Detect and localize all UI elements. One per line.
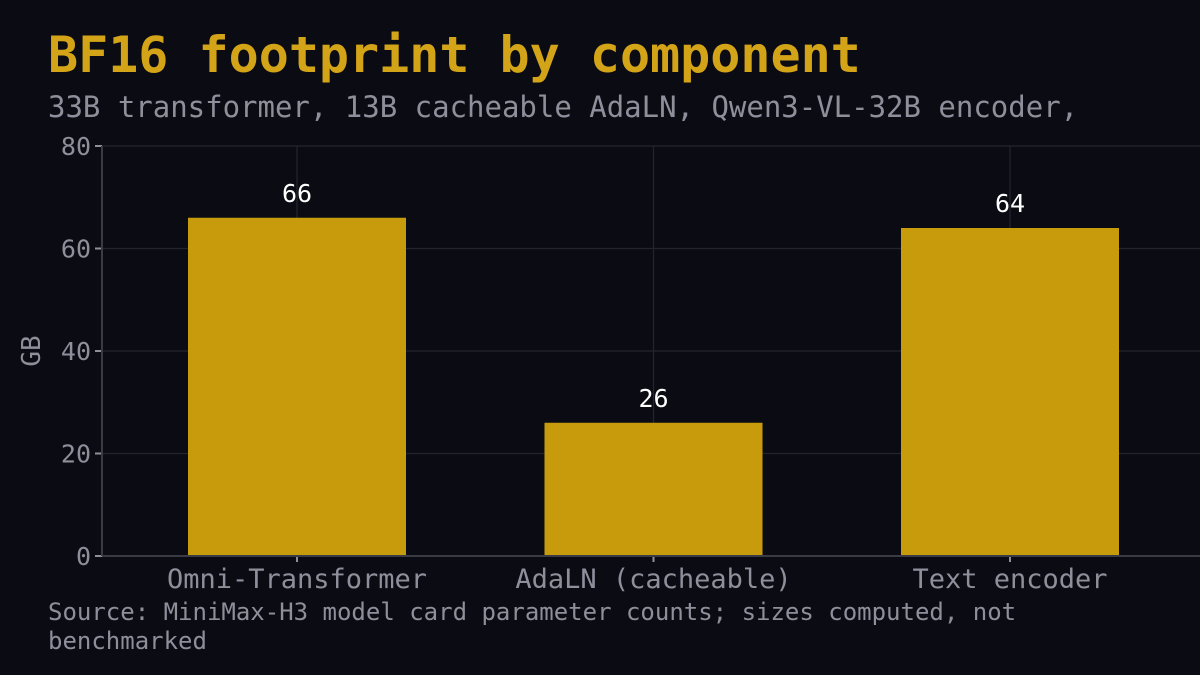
bars <box>188 217 1119 556</box>
data-label: 64 <box>995 189 1025 218</box>
y-tick-label: 40 <box>61 337 91 366</box>
x-tick-label: Text encoder <box>912 564 1107 595</box>
source-note: Source: MiniMax-H3 model card parameter … <box>48 598 1017 655</box>
y-tick-label: 20 <box>61 440 91 469</box>
bar <box>188 217 406 556</box>
chart-title: BF16 footprint by component <box>48 26 861 84</box>
chart-subtitle: 33B transformer, 13B cacheable AdaLN, Qw… <box>48 90 1079 124</box>
axes <box>95 145 1200 562</box>
y-tick-label: 0 <box>76 542 91 571</box>
labels: 0 20 40 60 80 66 Omni-Transformer 26 AdaLN (cach… <box>17 132 1108 595</box>
y-tick-label: 80 <box>61 132 91 161</box>
x-tick-label: AdaLN (cacheable) <box>515 564 791 595</box>
bar <box>901 228 1119 556</box>
bar <box>544 422 763 556</box>
y-tick-label: 60 <box>61 235 91 264</box>
data-label: 66 <box>282 179 312 208</box>
y-axis-label: GB <box>17 335 47 366</box>
x-tick-label: Omni-Transformer <box>167 564 427 595</box>
data-label: 26 <box>638 384 668 413</box>
